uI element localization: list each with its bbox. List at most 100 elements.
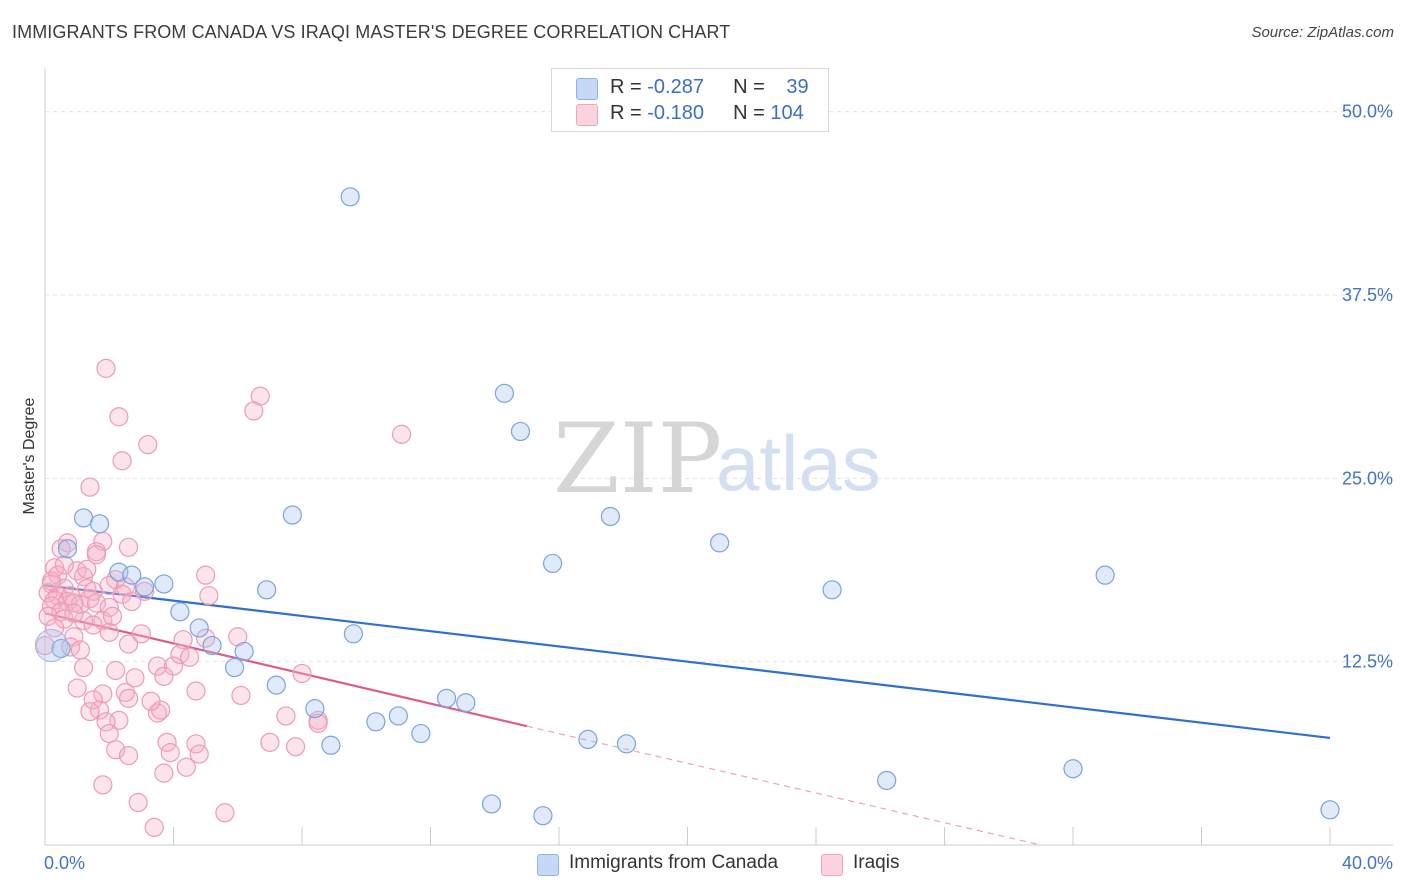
bottom-legend-swatch-canada [537,854,559,876]
canada-point [340,187,360,207]
iraqi-point [106,660,126,681]
canada-point [1095,565,1115,585]
bottom-legend-label-iraqi: Iraqis [853,852,900,873]
trend-lines [44,584,1331,846]
chart-title: IMMIGRANTS FROM CANADA VS IRAQI MASTER'S… [12,22,731,42]
iraqi-point [285,737,306,757]
iraqi-point [215,803,235,823]
iraqi-point [93,611,113,631]
iraqi-point [160,743,180,763]
iraqi-point [173,630,193,650]
legend-swatch-canada [576,78,598,100]
canada-point [481,794,502,814]
legend-n-value: 39 [786,76,809,98]
watermark-atlas: atlas [716,419,881,507]
y-tick-label: 50.0% [1342,102,1393,122]
iraqi-point [67,678,87,698]
canada-point [90,514,110,534]
iraqi-point [77,559,97,579]
canada-cluster-point [34,629,68,663]
canada-point [1320,800,1340,820]
canada-point [305,699,325,719]
iraqi-point [179,647,200,667]
canada-point [321,735,341,755]
y-tick-label: 25.0% [1342,468,1393,488]
canada-point [73,508,94,528]
series-iraqi [35,358,412,838]
iraqi-point [118,688,139,708]
iraqi-point [112,451,132,471]
canada-point [877,770,897,791]
iraqi-point [115,682,135,703]
canada-point [456,693,476,713]
iraqi-point [154,763,174,783]
iraqi-point [118,745,139,766]
iraqi-point [80,589,100,609]
iraqi-point [41,596,62,616]
canada-point [388,706,408,726]
iraqi-point [186,681,206,701]
iraqi-point [231,685,251,706]
canada-point [170,602,190,622]
legend-n-label: N = [733,102,771,124]
iraqi-point [99,723,119,744]
iraqi-point [93,684,113,704]
iraqi-point [186,734,206,754]
y-axis-label: Master's Degree [21,397,38,514]
iraqi-point [196,628,216,648]
canada-point [710,533,730,553]
iraqi-point [54,555,74,575]
iraqi-point [38,606,58,626]
iraqi-point [292,663,312,684]
iraqi-point [163,656,184,676]
iraqi-point [131,624,151,644]
iraqi-point [99,622,119,642]
canada-point [600,506,621,527]
canada-point [57,539,78,559]
gridlines [45,111,1393,663]
iraqi-point [276,706,296,726]
canada-point [411,723,431,744]
iraqi-point [64,603,84,623]
canada-point [1063,759,1083,779]
bottom-legend-label-canada: Immigrants from Canada [569,852,779,873]
legend-r-label: R = [610,102,648,124]
canada-point [234,641,254,662]
iraqi-point [144,817,164,838]
canada-point [266,675,286,695]
iraqi-point [83,615,103,635]
x-tick-label-right: 40.0% [1342,853,1393,873]
iraqi-point [122,591,142,612]
iraqi-point [118,537,139,557]
iraqi-point [96,358,116,378]
iraqi-point [176,757,196,777]
iraqi-point [93,775,113,795]
iraqi-point [134,581,155,601]
canada-point [189,618,209,638]
iraqi-point [199,586,219,606]
iraqi-point [112,584,132,604]
canada-point [542,553,563,574]
canada-point [122,565,142,585]
legend-r-value: -0.287 [647,76,704,98]
canada-point [578,729,598,750]
y-tick-label: 12.5% [1342,652,1393,672]
canada-point [510,421,531,442]
canada-point [134,577,155,597]
canada-point [822,580,842,600]
legend-r-label: R = [610,76,648,98]
iraqi-point [118,634,139,654]
iraqi-point [189,744,209,764]
iraqi-point [391,424,412,444]
iraqi-point [147,656,168,676]
iraqi-point [141,691,161,711]
iraqi-point [35,635,55,656]
iraqi-point [41,571,62,591]
bottom-legend-swatch-iraqi [821,854,843,876]
iraqi-point [308,713,328,733]
iraqi-point [109,407,129,427]
legend-swatch-iraqi [576,104,598,126]
iraqi-point [80,701,100,722]
iraqi-point [83,690,103,710]
